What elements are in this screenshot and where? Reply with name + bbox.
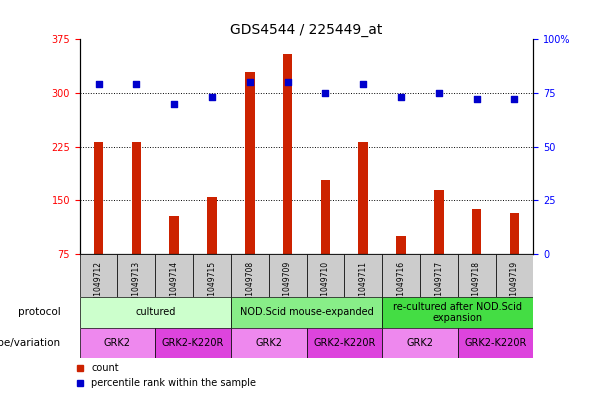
Point xyxy=(283,79,292,85)
Bar xyxy=(434,190,444,254)
Bar xyxy=(458,254,495,297)
Bar xyxy=(283,53,292,254)
Text: count: count xyxy=(91,363,119,373)
Text: re-cultured after NOD.Scid
expansion: re-cultured after NOD.Scid expansion xyxy=(393,301,522,323)
Bar xyxy=(80,328,155,358)
Bar xyxy=(94,141,104,254)
Point xyxy=(472,96,482,103)
Bar xyxy=(80,254,118,297)
Bar xyxy=(132,141,141,254)
Point xyxy=(434,90,444,96)
Point xyxy=(396,94,406,101)
Bar xyxy=(306,328,382,358)
Bar xyxy=(193,254,231,297)
Bar xyxy=(396,236,406,254)
Text: GSM1049711: GSM1049711 xyxy=(359,261,368,312)
Text: GSM1049712: GSM1049712 xyxy=(94,261,103,312)
Text: genotype/variation: genotype/variation xyxy=(0,338,61,348)
Point xyxy=(207,94,217,101)
Text: protocol: protocol xyxy=(18,307,61,318)
Text: GSM1049716: GSM1049716 xyxy=(397,261,406,312)
Bar xyxy=(382,297,533,328)
Point xyxy=(94,81,104,88)
Bar xyxy=(382,254,420,297)
Text: GSM1049718: GSM1049718 xyxy=(472,261,481,312)
Text: NOD.Scid mouse-expanded: NOD.Scid mouse-expanded xyxy=(240,307,373,318)
Bar xyxy=(268,254,306,297)
Point xyxy=(509,96,519,103)
Point xyxy=(321,90,330,96)
Text: GSM1049715: GSM1049715 xyxy=(207,261,216,312)
Bar xyxy=(495,254,533,297)
Point xyxy=(358,81,368,88)
Text: GSM1049708: GSM1049708 xyxy=(245,261,254,312)
Text: GRK2-K220R: GRK2-K220R xyxy=(464,338,527,348)
Bar xyxy=(231,328,306,358)
Text: GSM1049717: GSM1049717 xyxy=(434,261,443,312)
Text: GRK2: GRK2 xyxy=(104,338,131,348)
Bar xyxy=(458,328,533,358)
Bar xyxy=(306,254,345,297)
Text: percentile rank within the sample: percentile rank within the sample xyxy=(91,378,256,388)
Text: GSM1049713: GSM1049713 xyxy=(132,261,141,312)
Bar xyxy=(155,254,193,297)
Text: GRK2: GRK2 xyxy=(255,338,282,348)
Bar xyxy=(207,197,217,254)
Bar xyxy=(509,213,519,254)
Bar xyxy=(155,328,231,358)
Bar xyxy=(231,297,382,328)
Bar xyxy=(118,254,155,297)
Text: GSM1049709: GSM1049709 xyxy=(283,261,292,312)
Point xyxy=(169,101,179,107)
Text: cultured: cultured xyxy=(135,307,175,318)
Point xyxy=(131,81,141,88)
Text: GRK2-K220R: GRK2-K220R xyxy=(162,338,224,348)
Text: GSM1049710: GSM1049710 xyxy=(321,261,330,312)
Text: GRK2: GRK2 xyxy=(406,338,433,348)
Bar xyxy=(80,297,231,328)
Bar xyxy=(245,72,254,254)
Bar xyxy=(345,254,382,297)
Bar xyxy=(169,216,179,254)
Title: GDS4544 / 225449_at: GDS4544 / 225449_at xyxy=(230,23,383,37)
Text: GSM1049714: GSM1049714 xyxy=(170,261,179,312)
Bar xyxy=(231,254,268,297)
Bar xyxy=(420,254,458,297)
Bar xyxy=(359,141,368,254)
Bar xyxy=(321,180,330,254)
Text: GSM1049719: GSM1049719 xyxy=(510,261,519,312)
Text: GRK2-K220R: GRK2-K220R xyxy=(313,338,376,348)
Bar xyxy=(382,328,458,358)
Bar xyxy=(472,209,481,254)
Point xyxy=(245,79,255,85)
